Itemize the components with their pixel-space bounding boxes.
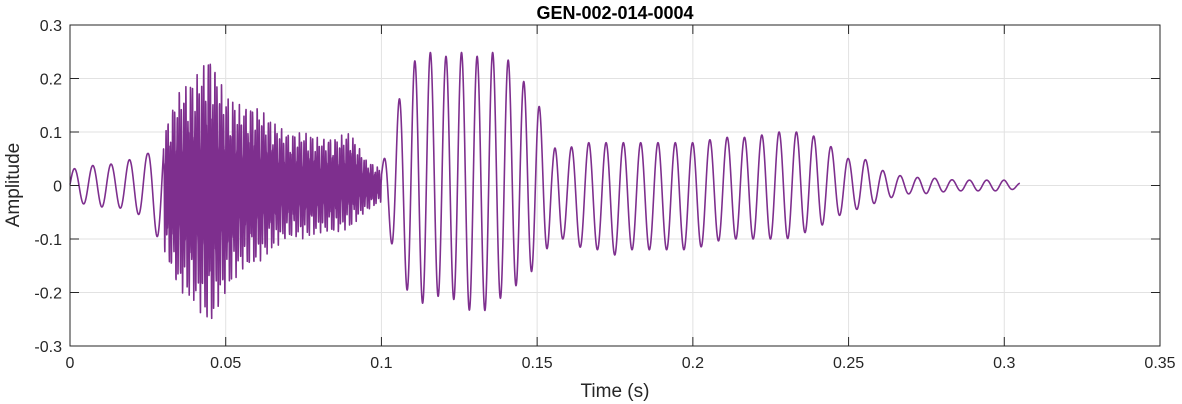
y-tick-label: 0.1: [40, 125, 62, 142]
x-tick-label: 0.3: [993, 355, 1015, 372]
x-tick-label: 0.2: [682, 355, 704, 372]
waveform-series: [69, 51, 1021, 320]
x-tick-label: 0.35: [1144, 355, 1175, 372]
y-tick-labels: -0.3 -0.2 -0.1 0 0.1 0.2 0.3: [34, 18, 62, 356]
x-axis-title: Time (s): [581, 381, 650, 402]
x-tick-label: 0.05: [210, 355, 241, 372]
x-tick-label: 0.25: [833, 355, 864, 372]
x-tick-label: 0.15: [522, 355, 553, 372]
x-tick-label: 0.1: [370, 355, 392, 372]
y-tick-label: 0.3: [40, 18, 62, 35]
y-tick-label: 0: [53, 179, 62, 196]
tick-marks: [69, 24, 1161, 347]
x-tick-labels: 0 0.05 0.1 0.15 0.2 0.25 0.3 0.35: [66, 355, 1176, 372]
x-tick-label: 0: [66, 355, 75, 372]
y-tick-label: 0.2: [40, 72, 62, 89]
chart-title: GEN-002-014-0004: [536, 3, 693, 23]
waveform-line: [69, 51, 1021, 320]
y-axis-title: Amplitude: [3, 143, 24, 228]
y-tick-label: -0.2: [34, 286, 62, 303]
y-tick-label: -0.3: [34, 339, 62, 356]
y-tick-label: -0.1: [34, 232, 62, 249]
